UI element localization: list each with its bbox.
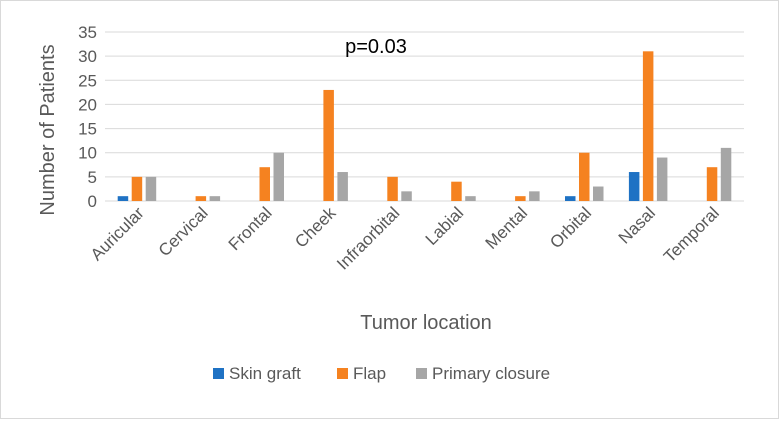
y-tick-label: 25 [78, 71, 97, 90]
bar-flap-frontal [259, 167, 270, 201]
x-tick-label: Infraorbital [333, 203, 403, 273]
bar-skin-graft-auricular [117, 196, 129, 201]
legend-swatch [337, 368, 348, 379]
bar-flap-temporal [706, 167, 718, 201]
bars [117, 51, 732, 201]
y-tick-label: 30 [78, 47, 97, 66]
bar-primary-closure-nasal [656, 157, 668, 201]
bar-skin-graft-orbital [565, 196, 576, 201]
x-tick-label: Temporal [660, 203, 723, 266]
bar-flap-orbital [579, 152, 590, 201]
bar-primary-closure-infraorbital [401, 191, 412, 201]
gridlines [105, 31, 744, 202]
y-tick-label: 20 [78, 95, 97, 114]
bar-skin-graft-nasal [628, 172, 640, 201]
x-tick-label: Nasal [615, 203, 659, 247]
bar-primary-closure-auricular [145, 176, 157, 201]
bar-primary-closure-cervical [209, 196, 221, 201]
x-tick-label: Orbital [546, 203, 595, 252]
y-axis-ticks: 0 5 10 15 20 25 30 35 [78, 23, 97, 211]
x-tick-label: Mental [482, 203, 532, 253]
bar-flap-cheek [323, 89, 334, 201]
y-axis-title: Number of Patients [37, 44, 59, 215]
x-tick-label: Labial [422, 203, 468, 249]
bar-primary-closure-temporal [720, 147, 732, 201]
bar-flap-nasal [642, 51, 654, 201]
legend: Skin graft Flap Primary closure [213, 364, 550, 383]
bar-flap-mental [515, 196, 526, 201]
y-tick-label: 5 [88, 168, 97, 187]
legend-label: Skin graft [229, 364, 301, 383]
x-axis-title: Tumor location [360, 312, 492, 334]
bar-primary-closure-labial [465, 196, 476, 201]
legend-swatch [213, 368, 224, 379]
bar-primary-closure-mental [529, 191, 540, 201]
bar-primary-closure-orbital [593, 186, 604, 201]
p-value-annotation: p=0.03 [345, 36, 407, 58]
x-tick-label: Cervical [155, 203, 212, 260]
bar-flap-labial [451, 181, 462, 201]
legend-label: Primary closure [432, 364, 550, 383]
y-tick-label: 10 [78, 144, 97, 163]
y-tick-label: 0 [88, 192, 97, 211]
bar-flap-cervical [195, 196, 207, 201]
x-axis-ticks: Auricular Cervical Frontal CheekInfraorbita… [87, 203, 723, 274]
y-tick-label: 15 [78, 120, 97, 139]
bar-primary-closure-cheek [337, 172, 348, 201]
legend-label: Flap [353, 364, 386, 383]
bar-flap-auricular [131, 176, 143, 201]
y-tick-label: 35 [78, 23, 97, 42]
x-tick-label: Cheek [291, 203, 340, 252]
x-tick-label: Frontal [225, 203, 276, 254]
x-tick-label: Auricular [87, 203, 148, 264]
legend-swatch [416, 368, 427, 379]
bar-primary-closure-frontal [273, 152, 284, 201]
bar-flap-infraorbital [387, 176, 398, 201]
